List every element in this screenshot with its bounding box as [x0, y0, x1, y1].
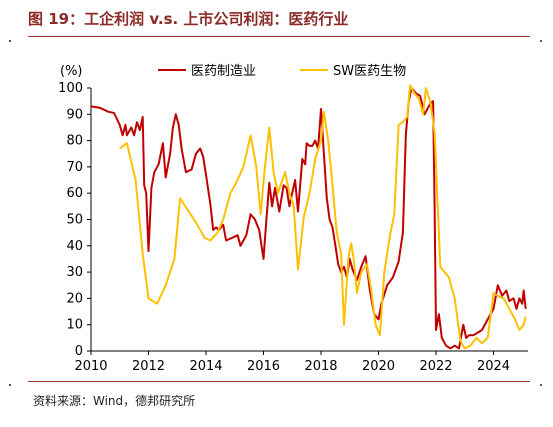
corner-mark-bottom-left — [9, 384, 11, 386]
y-tick-label: 50 — [66, 213, 83, 228]
chart-series-layer — [90, 84, 527, 350]
title-divider — [28, 36, 530, 37]
corner-mark-bottom-right — [540, 384, 542, 386]
y-tick-label: 60 — [66, 186, 83, 201]
y-tick-label: 90 — [66, 107, 83, 122]
source-note: 资料来源：Wind，德邦研究所 — [33, 394, 196, 408]
y-tick-label: 40 — [66, 239, 83, 254]
x-tick-label: 2014 — [189, 359, 222, 374]
chart-axes: 0 10 20 30 40 50 60 70 80 90 100 2010 2012 2014 2016 20… — [58, 64, 528, 374]
x-tick-label: 2020 — [362, 359, 395, 374]
y-tick-label: 80 — [66, 134, 83, 149]
x-tick-label: 2016 — [247, 359, 280, 374]
footer-divider — [28, 381, 530, 382]
x-tick-label: 2012 — [132, 359, 165, 374]
title-row: 图 19：工企利润 v.s. 上市公司利润：医药行业 — [28, 6, 528, 32]
figure-title: 图 19：工企利润 v.s. 上市公司利润：医药行业 — [28, 10, 349, 28]
y-tick-label: 30 — [66, 265, 83, 280]
y-tick-label: 10 — [66, 318, 83, 333]
y-axis-label: (%) — [60, 64, 83, 79]
chart-legend: 医药制造业 SW医药生物 — [158, 64, 406, 79]
y-tick-label: 100 — [58, 81, 83, 96]
x-tick-label: 2024 — [477, 359, 510, 374]
corner-mark-top-right — [540, 40, 542, 42]
legend-label-2: SW医药生物 — [333, 64, 406, 79]
series-line-1 — [90, 87, 527, 350]
y-tick-label: 70 — [66, 160, 83, 175]
y-tick-label: 0 — [75, 344, 83, 359]
series-line-2 — [119, 84, 527, 350]
x-tick-label: 2010 — [74, 359, 107, 374]
y-tick-label: 20 — [66, 291, 83, 306]
x-tick-label: 2022 — [419, 359, 452, 374]
x-tick-label: 2018 — [304, 359, 337, 374]
legend-label-1: 医药制造业 — [191, 64, 256, 79]
corner-mark-top-left — [9, 40, 11, 42]
